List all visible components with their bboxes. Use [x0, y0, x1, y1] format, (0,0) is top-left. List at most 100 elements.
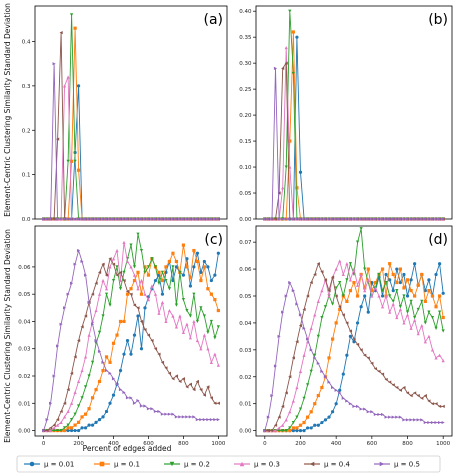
data-point: [313, 356, 317, 360]
data-point: [345, 353, 349, 357]
data-point: [188, 336, 193, 340]
data-point: [111, 217, 116, 221]
data-point: [56, 137, 60, 141]
data-point: [136, 306, 140, 310]
data-point: [270, 217, 274, 221]
data-point: [295, 415, 299, 419]
data-point: [181, 377, 186, 381]
data-point: [430, 402, 435, 406]
data-point: [338, 217, 342, 221]
data-point: [391, 217, 395, 221]
data-point: [327, 294, 331, 298]
y-tick-label: 0.02: [239, 375, 251, 381]
data-point: [192, 248, 196, 253]
panel-label: (c): [204, 232, 223, 248]
data-point: [423, 321, 427, 325]
data-point: [192, 388, 196, 392]
data-point: [209, 217, 213, 221]
data-point: [309, 280, 313, 285]
data-point: [90, 360, 95, 364]
series-μ = 0.5: [263, 66, 445, 221]
data-point: [416, 418, 420, 422]
data-point: [174, 303, 179, 307]
data-point: [345, 299, 349, 303]
data-point: [355, 342, 360, 347]
data-point: [206, 217, 210, 221]
data-point: [291, 356, 295, 360]
data-point: [316, 217, 320, 221]
data-point: [104, 292, 109, 296]
data-point: [438, 404, 442, 408]
y-tick-label: 0.00: [18, 429, 31, 435]
series-μ = 0.3: [42, 240, 220, 433]
data-point: [438, 353, 442, 357]
legend-marker: [379, 461, 385, 467]
data-point: [330, 275, 335, 279]
data-point: [69, 281, 74, 285]
data-point: [76, 338, 81, 343]
data-point: [83, 314, 88, 318]
data-point: [146, 217, 151, 221]
data-point: [66, 428, 70, 433]
data-point: [359, 305, 363, 309]
data-point: [277, 429, 281, 433]
data-point: [309, 410, 313, 414]
data-point: [87, 407, 91, 411]
data-point: [216, 217, 220, 221]
data-point: [413, 294, 417, 298]
data-point: [323, 278, 328, 282]
data-point: [42, 428, 46, 433]
data-point: [413, 391, 417, 395]
data-point: [380, 412, 385, 417]
data-point: [118, 270, 123, 274]
data-point: [441, 217, 445, 221]
data-point: [139, 404, 144, 408]
legend-item: μ = 0.4: [304, 461, 350, 469]
data-point: [380, 289, 385, 293]
data-point: [83, 426, 88, 430]
data-point: [413, 262, 417, 266]
data-point: [206, 385, 210, 389]
data-point: [213, 352, 217, 356]
x-tick-label: 800: [402, 441, 413, 447]
data-point: [171, 412, 175, 416]
data-point: [63, 306, 67, 310]
data-point: [160, 217, 165, 221]
data-point: [160, 292, 165, 296]
data-point: [291, 289, 295, 293]
data-point: [420, 418, 424, 422]
y-tick-label: 0.04: [239, 321, 252, 327]
data-point: [402, 294, 406, 298]
data-point: [167, 287, 172, 291]
data-point: [366, 410, 370, 414]
data-point: [146, 298, 151, 302]
data-point: [352, 267, 356, 271]
data-point: [76, 168, 81, 172]
data-point: [101, 360, 105, 364]
data-point: [302, 353, 306, 357]
data-point: [185, 217, 189, 221]
data-point: [181, 330, 186, 334]
data-point: [167, 371, 172, 375]
data-point: [281, 310, 285, 314]
x-tick-label: 400: [331, 441, 342, 447]
data-point: [56, 418, 60, 422]
data-point: [115, 248, 119, 253]
data-point: [295, 429, 299, 433]
legend-marker: [169, 461, 175, 467]
data-point: [104, 368, 109, 373]
data-point: [302, 326, 306, 330]
data-point: [359, 272, 363, 277]
y-tick-label: 0.30: [239, 61, 252, 67]
data-point: [66, 388, 70, 392]
legend-frame: [16, 455, 441, 473]
data-point: [69, 217, 74, 221]
data-point: [97, 292, 102, 296]
data-point: [122, 240, 126, 244]
data-point: [83, 355, 88, 359]
data-point: [139, 217, 144, 221]
data-point: [76, 248, 81, 253]
data-point: [427, 289, 431, 293]
data-point: [320, 270, 324, 274]
data-point: [313, 402, 317, 406]
